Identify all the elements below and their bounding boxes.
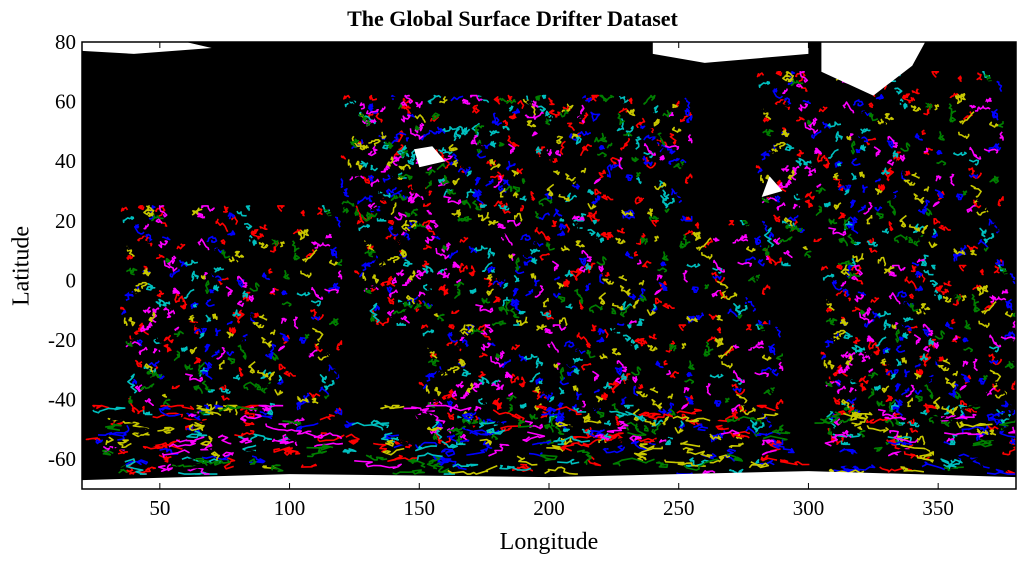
y-tick-label: 0 — [66, 268, 77, 292]
y-tick-label: -60 — [48, 447, 76, 471]
y-tick-label: 60 — [55, 90, 76, 114]
drifter-track-group — [341, 94, 685, 222]
ice-region — [82, 42, 212, 54]
y-axis: 80 60 40 20 0 -20 -40 -60 — [48, 30, 1016, 471]
drifter-tracks — [85, 71, 1016, 475]
y-axis-label: Latitude — [8, 226, 35, 306]
drifter-track-group — [122, 205, 335, 416]
chart-title: The Global Surface Drifter Dataset — [347, 6, 678, 31]
ice-region — [821, 42, 926, 96]
ice-regions — [82, 42, 1016, 489]
y-tick-label: -40 — [48, 388, 76, 412]
drifter-track-group — [427, 324, 784, 444]
ice-region — [82, 471, 1016, 489]
drifter-track-group — [825, 264, 1016, 443]
drifter-track-group — [362, 220, 756, 326]
drifter-track-group — [344, 94, 675, 222]
x-axis: 50 100 150 200 250 300 350 — [149, 42, 954, 520]
y-tick-label: 20 — [55, 209, 76, 233]
drifter-track-group — [761, 73, 1004, 267]
ice-region — [761, 176, 783, 197]
y-tick-label: 40 — [55, 149, 76, 173]
x-tick-label: 200 — [533, 496, 565, 520]
x-tick-label: 300 — [793, 496, 825, 520]
drifter-track-group — [761, 71, 1004, 264]
drifter-track-group — [125, 208, 343, 415]
drifter-track-group — [821, 264, 1016, 443]
ice-region — [652, 42, 809, 63]
drifter-track-group — [102, 404, 1016, 475]
drifter-track-group — [364, 220, 770, 326]
y-tick-label: 80 — [55, 30, 76, 54]
ice-region — [414, 146, 446, 168]
drifter-track-group — [355, 220, 771, 326]
x-axis-label: Longitude — [499, 529, 599, 555]
drifter-track-group — [354, 220, 771, 326]
x-tick-label: 150 — [404, 496, 436, 520]
drifter-track-group — [349, 94, 693, 221]
drifter-track-group — [756, 71, 1004, 264]
y-tick-label: -20 — [48, 328, 76, 352]
drifter-track-group — [420, 324, 784, 444]
x-tick-label: 50 — [149, 496, 170, 520]
drifter-track-group — [121, 205, 343, 413]
drifter-track-group — [340, 94, 693, 221]
x-tick-label: 250 — [663, 496, 695, 520]
x-tick-label: 100 — [274, 496, 306, 520]
drifter-track-group — [85, 404, 1016, 475]
drifter-track-group — [105, 404, 993, 475]
x-tick-label: 350 — [922, 496, 954, 520]
